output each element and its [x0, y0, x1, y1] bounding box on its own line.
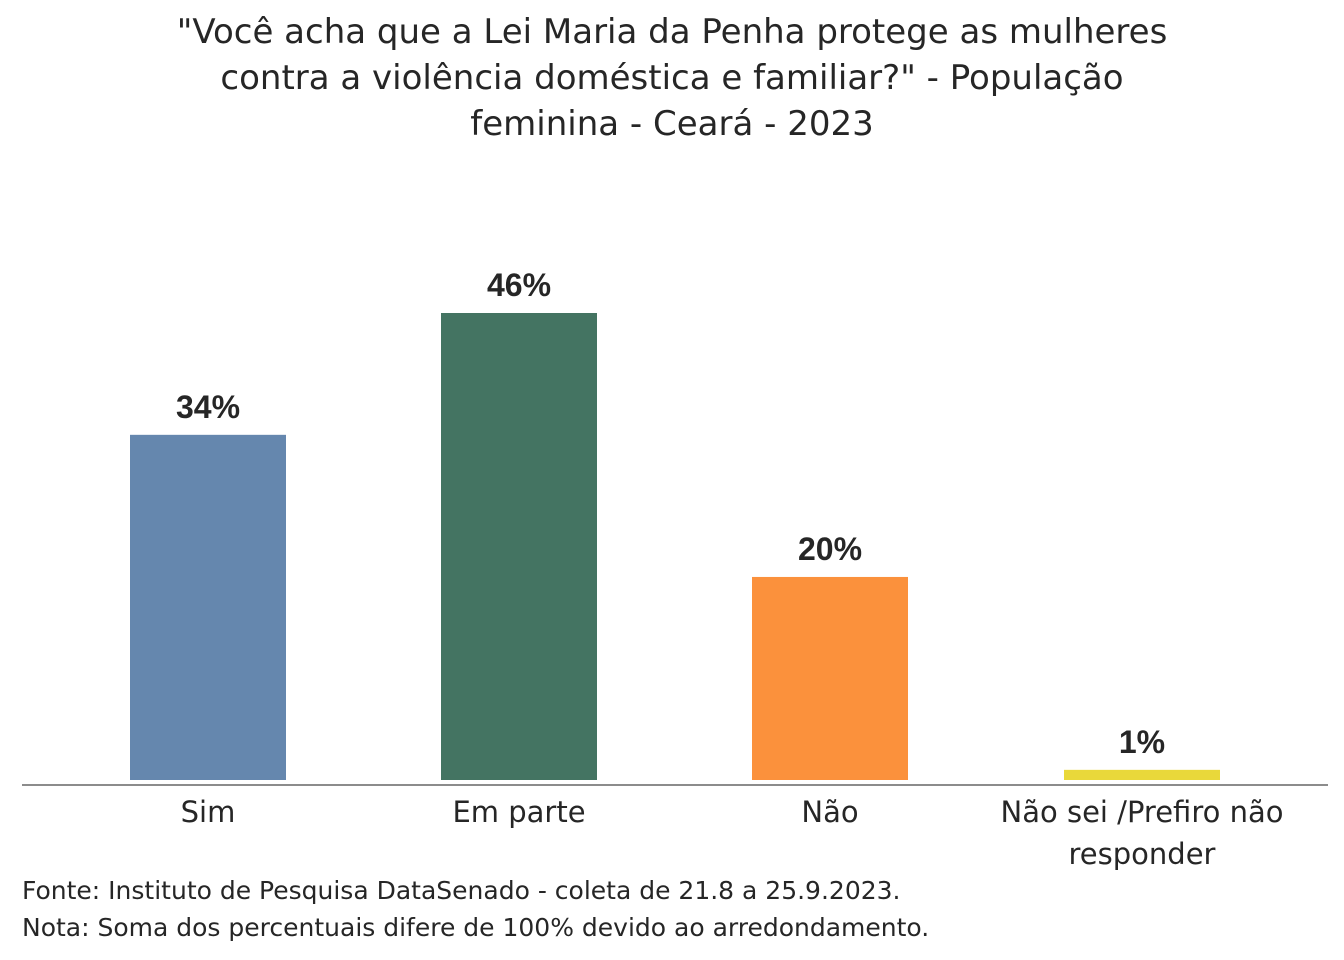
x-axis-tick-labels: Sim Em parte Não Não sei /Prefiro não respon… [181, 795, 1284, 871]
footnote: Nota: Soma dos percentuais difere de 100… [22, 913, 930, 942]
title-line: "Você acha que a Lei Maria da Penha prot… [177, 12, 1168, 52]
bar [752, 576, 908, 780]
x-tick-label: responder [1069, 837, 1216, 871]
source-note: Fonte: Instituto de Pesquisa DataSenado … [22, 876, 901, 905]
data-label: 20% [798, 531, 862, 567]
bar [441, 313, 597, 780]
data-label: 1% [1119, 724, 1165, 760]
title-line: feminina - Ceará - 2023 [470, 104, 873, 144]
data-label: 46% [487, 267, 551, 303]
chart-title: "Você acha que a Lei Maria da Penha prot… [177, 12, 1168, 144]
bar [1064, 769, 1220, 780]
bar [130, 434, 286, 780]
data-labels: 34% 46% 20% 1% [176, 267, 1165, 760]
x-tick-label: Não sei /Prefiro não [1001, 795, 1284, 829]
x-tick-label: Não [801, 795, 858, 829]
x-tick-label: Em parte [452, 795, 585, 829]
bars [130, 313, 1220, 780]
x-tick-label: Sim [181, 795, 236, 829]
data-label: 34% [176, 389, 240, 425]
title-line: contra a violência doméstica e familiar?… [220, 58, 1123, 98]
